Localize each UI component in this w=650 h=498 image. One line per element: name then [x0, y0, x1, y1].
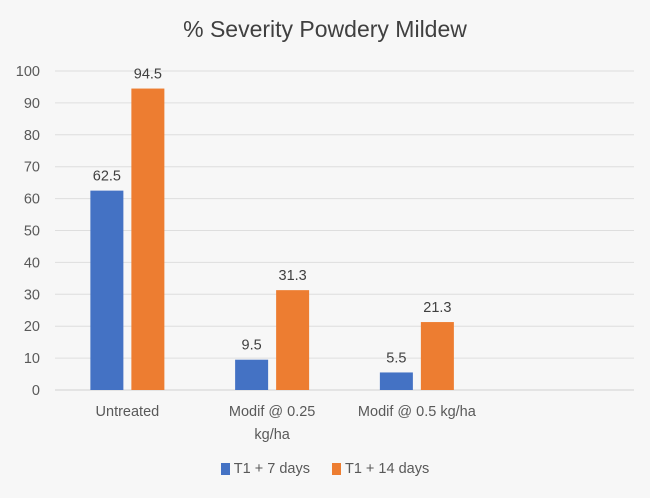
legend-swatch-orange	[331, 463, 341, 475]
bar	[235, 359, 269, 390]
legend-label: T1 + 14 days	[344, 461, 430, 477]
y-tick-label: 10	[24, 351, 40, 367]
bar	[131, 88, 165, 391]
y-tick-label: 70	[24, 160, 40, 176]
y-tick-label: 90	[24, 96, 40, 112]
legend-label: T1 + 7 days	[233, 461, 310, 477]
data-label: 94.5	[134, 67, 162, 83]
y-tick-label: 50	[24, 224, 40, 240]
data-label: 9.5	[242, 338, 262, 354]
y-tick-label: 100	[16, 64, 40, 80]
y-tick-label: 0	[32, 383, 40, 399]
y-tick-label: 80	[24, 128, 40, 144]
legend: T1 + 7 days T1 + 14 days	[0, 461, 650, 477]
bar	[276, 290, 310, 390]
chart-title: % Severity Powdery Mildew	[183, 16, 467, 42]
data-label: 5.5	[386, 350, 406, 366]
x-tick-label: Modif @ 0.5 kg/ha	[357, 404, 476, 420]
data-label: 21.3	[423, 300, 451, 316]
legend-item-t1-14-days: T1 + 14 days	[331, 461, 430, 477]
y-tick-label: 60	[24, 192, 40, 208]
legend-swatch-blue	[220, 463, 230, 475]
bar	[90, 190, 124, 390]
x-tick-label: Untreated	[95, 404, 160, 420]
y-tick-label: 20	[24, 319, 40, 335]
y-tick-label: 40	[24, 255, 40, 271]
x-tick-label: Modif @ 0.25 kg/ha	[228, 404, 316, 443]
bar	[379, 372, 413, 390]
bar	[420, 322, 454, 390]
legend-item-t1-7-days: T1 + 7 days	[220, 461, 310, 477]
y-tick-label: 30	[24, 287, 40, 303]
data-label: 62.5	[93, 169, 121, 185]
data-label: 31.3	[279, 268, 307, 284]
